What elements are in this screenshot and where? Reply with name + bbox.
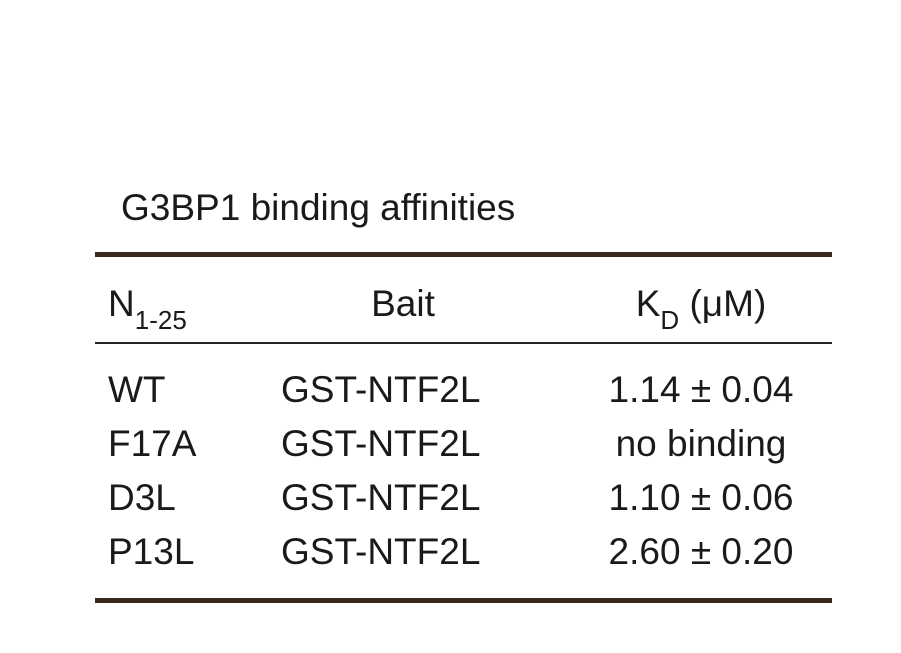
row-kd: 1.14 ± 0.04 bbox=[608, 369, 794, 410]
row-bait: GST-NTF2L bbox=[281, 369, 481, 410]
header-kd: KD (μM) bbox=[581, 282, 821, 335]
row-mutant: WT bbox=[108, 369, 166, 410]
row-bait: GST-NTF2L bbox=[281, 423, 481, 464]
header-n-main: N bbox=[108, 283, 135, 324]
row-mutant: F17A bbox=[108, 423, 197, 464]
row-mutant: P13L bbox=[108, 531, 195, 572]
header-kd-unit: (μM) bbox=[679, 283, 767, 324]
bottom-rule bbox=[95, 598, 832, 603]
header-bait: Bait bbox=[371, 283, 435, 324]
row-bait: GST-NTF2L bbox=[281, 531, 481, 572]
row-kd: 1.10 ± 0.06 bbox=[608, 477, 794, 518]
header-rule bbox=[95, 342, 832, 344]
header-n-subscript: 1-25 bbox=[134, 305, 187, 335]
row-bait: GST-NTF2L bbox=[281, 477, 481, 518]
top-rule bbox=[95, 252, 832, 257]
header-kd-subscript: D bbox=[660, 305, 680, 335]
row-kd: no binding bbox=[615, 423, 787, 464]
header-n: N1-25 bbox=[108, 282, 187, 335]
header-kd-main: K bbox=[635, 283, 661, 324]
table-title: G3BP1 binding affinities bbox=[121, 187, 516, 228]
row-kd: 2.60 ± 0.20 bbox=[608, 531, 794, 572]
row-mutant: D3L bbox=[108, 477, 176, 518]
